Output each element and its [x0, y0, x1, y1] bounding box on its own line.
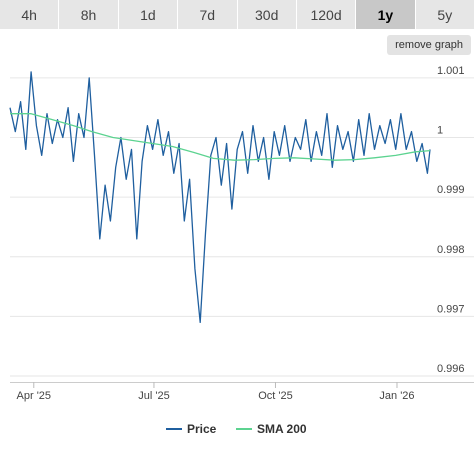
x-tick-label: Apr '25 — [17, 390, 52, 402]
x-tick-label: Jan '26 — [379, 390, 414, 402]
tab-1y[interactable]: 1y — [356, 0, 416, 29]
series-layer — [9, 71, 431, 324]
grid-layer — [10, 77, 474, 377]
tab-8h[interactable]: 8h — [59, 0, 119, 29]
legend-label: Price — [187, 422, 217, 436]
x-tick-label: Jul '25 — [138, 390, 169, 402]
axis-layer: 0.996 0.997 0.998 0.999 1 1.001 Apr '25 Jul '25… — [10, 65, 474, 402]
y-tick-label: 0.997 — [437, 303, 465, 315]
sma-200-line — [10, 113, 431, 161]
tab-120d[interactable]: 120d — [296, 0, 357, 29]
tab-30d[interactable]: 30d — [237, 0, 297, 29]
legend-item: SMA 200 — [236, 422, 307, 436]
tab-1d[interactable]: 1d — [118, 0, 179, 29]
tab-7d[interactable]: 7d — [178, 0, 238, 29]
legend: Price SMA 200 — [166, 422, 307, 436]
y-tick-label: 1 — [437, 125, 443, 137]
price-line — [9, 71, 431, 324]
timeframe-tabs: 4h 8h 1d 7d 30d 120d 1y 5y — [0, 0, 474, 29]
y-tick-label: 1.001 — [437, 65, 465, 77]
y-tick-label: 0.998 — [437, 244, 465, 256]
tab-4h[interactable]: 4h — [0, 0, 60, 29]
legend-label: SMA 200 — [257, 422, 307, 436]
remove-graph-button[interactable]: remove graph — [387, 35, 471, 55]
tab-5y[interactable]: 5y — [415, 0, 474, 29]
x-tick-label: Oct '25 — [258, 390, 293, 402]
y-tick-label: 0.996 — [437, 363, 465, 375]
y-tick-label: 0.999 — [437, 184, 465, 196]
legend-item: Price — [166, 422, 217, 436]
